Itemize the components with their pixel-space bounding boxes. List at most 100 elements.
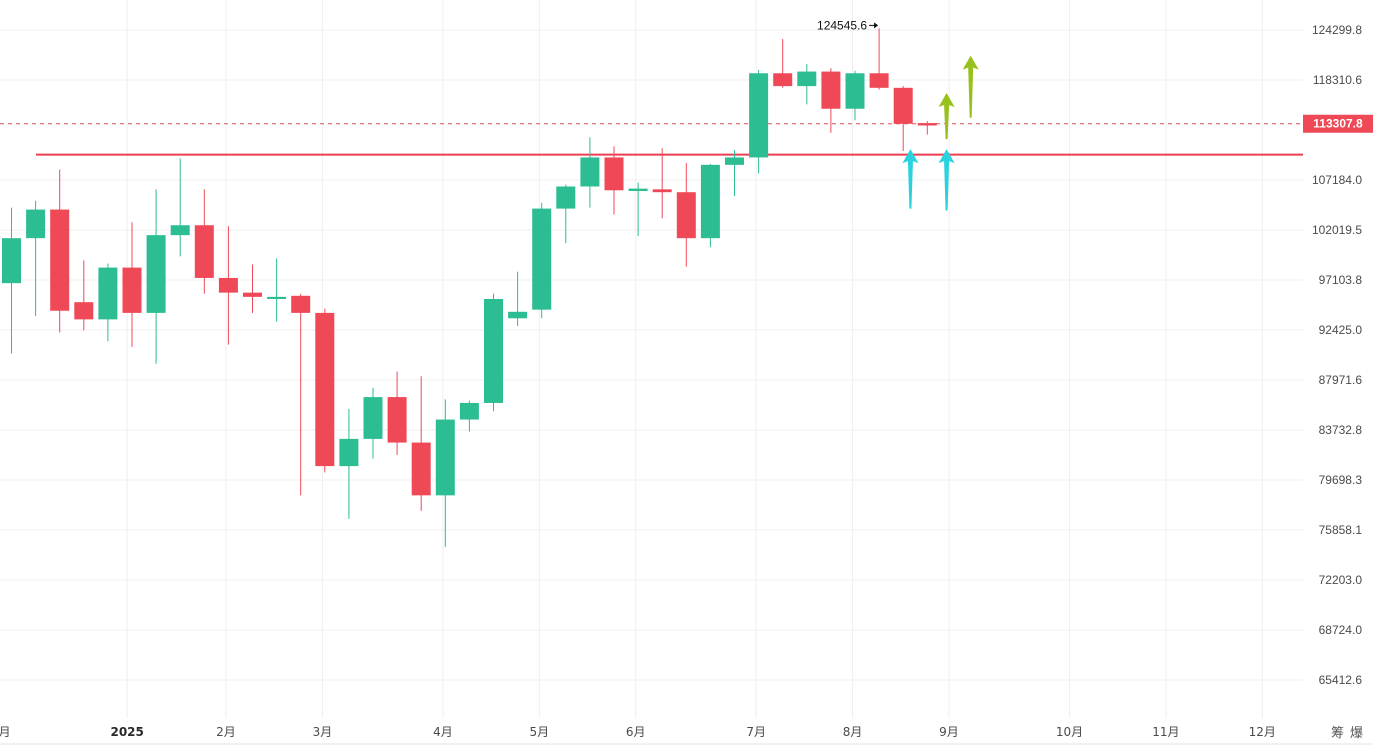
candle-body [194, 225, 214, 278]
candle-body [725, 157, 744, 165]
candle [725, 150, 744, 197]
candle-body [652, 189, 672, 193]
x-tick-label: 12月 [0, 725, 11, 739]
candle [98, 263, 118, 342]
candle [194, 189, 214, 294]
x-tick-label: 6月 [626, 725, 646, 739]
candle-body [146, 235, 166, 313]
candle [218, 226, 238, 345]
x-tick-label: 3月 [313, 725, 333, 739]
candle [628, 182, 648, 237]
candle [676, 162, 696, 267]
candle-body [243, 292, 262, 297]
candle-body [700, 164, 720, 239]
x-tick-label: 4月 [433, 725, 453, 739]
candle [339, 408, 359, 519]
x-tick-label: 5月 [529, 725, 549, 739]
y-tick-label: 124299.8 [1312, 23, 1362, 37]
candle-body [315, 312, 335, 467]
x-tick-label: 10月 [1056, 725, 1083, 739]
candle [387, 371, 407, 455]
candle [604, 146, 624, 215]
y-tick-label: 97103.8 [1319, 273, 1363, 287]
candles [2, 28, 937, 547]
candle [532, 202, 552, 319]
green-up-arrow [962, 55, 979, 118]
candle-body [580, 157, 600, 187]
candle [917, 121, 937, 135]
corner-tools[interactable]: 筹爆 [1331, 722, 1369, 741]
y-tick-label: 118310.6 [1313, 73, 1362, 87]
candle-body [435, 419, 455, 496]
candle-body [749, 73, 769, 158]
candle [435, 399, 455, 547]
candle [797, 63, 817, 105]
x-tick-label: 7月 [746, 725, 766, 739]
last-price-tag [1303, 114, 1373, 133]
x-axis: 12月 2025 2月 3月 4月 5月 6月 7月 8月 9月 10月 11月 12月 [0, 725, 1373, 745]
candle [170, 158, 190, 257]
y-tick-label: 107184.0 [1312, 173, 1362, 187]
y-tick-label: 75858.1 [1319, 523, 1363, 537]
candle [291, 293, 311, 496]
cyan-up-arrow [902, 149, 919, 209]
candle [243, 264, 262, 313]
candle-body [628, 188, 648, 192]
candle [556, 184, 576, 244]
candle-body [869, 73, 889, 88]
candle-body [821, 71, 841, 109]
high-callout-label: 124545.6 [817, 18, 867, 32]
x-tick-label: 2月 [216, 725, 236, 739]
y-tick-label: 83732.8 [1319, 423, 1363, 437]
candle [315, 308, 335, 473]
candle-body [532, 208, 552, 310]
candle-body [267, 296, 287, 299]
candle [821, 68, 841, 133]
candle-body [26, 209, 46, 239]
candle [749, 69, 769, 174]
x-tick-label: 9月 [939, 725, 959, 739]
high-callout-arrowhead [874, 22, 879, 29]
candle [869, 28, 889, 90]
candle [459, 400, 479, 432]
y-tick-label: 79698.3 [1319, 473, 1363, 487]
candle-body [387, 397, 407, 443]
candle-body [797, 71, 817, 87]
candle-body [508, 311, 528, 319]
candle [580, 137, 600, 208]
corner-label-2[interactable]: 爆 [1349, 726, 1369, 741]
candle-body [122, 267, 142, 313]
annotation-arrows [902, 55, 979, 211]
candle-body [170, 225, 190, 236]
candle-body [556, 186, 576, 209]
candle [845, 70, 865, 121]
candle-body [50, 209, 70, 311]
x-tick-label: 2025 [110, 725, 143, 739]
candle [26, 200, 46, 317]
candle-body [411, 442, 431, 496]
candle [652, 148, 672, 219]
y-axis: 124299.8 118310.6 107184.0 102019.5 97103.8 9… [1303, 23, 1373, 687]
candle [484, 293, 503, 412]
candle-body [917, 123, 937, 126]
candle [267, 258, 287, 322]
horizontal-lines [0, 123, 1303, 156]
candle [122, 222, 142, 347]
candle-body [484, 298, 503, 403]
corner-label-1[interactable]: 筹 [1330, 726, 1350, 741]
candle [508, 271, 528, 326]
candle [893, 86, 913, 151]
candle-body [676, 192, 696, 239]
candle-body [98, 267, 118, 320]
candle-body [2, 238, 21, 284]
y-tick-label: 102019.5 [1312, 223, 1362, 237]
cyan-up-arrow [938, 149, 955, 211]
y-tick-label: 68724.0 [1319, 623, 1363, 637]
x-tick-label: 12月 [1249, 725, 1276, 739]
candle-body [339, 438, 359, 467]
candle [50, 169, 70, 333]
candle [146, 189, 166, 364]
y-tick-label: 92425.0 [1319, 323, 1363, 337]
y-tick-label: 72203.0 [1319, 573, 1363, 587]
